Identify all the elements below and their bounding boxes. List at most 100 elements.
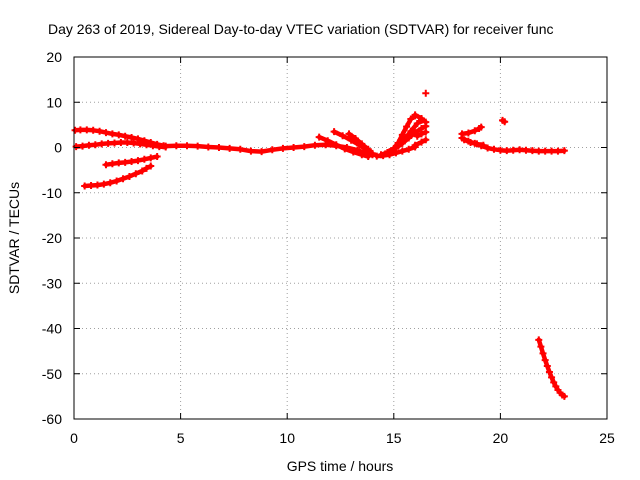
- data-point: [528, 147, 536, 155]
- data-point: [349, 148, 357, 156]
- data-point: [111, 139, 119, 147]
- data-point: [183, 142, 191, 150]
- data-point: [153, 153, 161, 161]
- data-point: [268, 146, 276, 154]
- data-point: [413, 120, 421, 128]
- data-point: [108, 130, 116, 138]
- data-point: [279, 144, 287, 152]
- data-point: [104, 139, 112, 147]
- y-tick-label: -10: [42, 185, 62, 201]
- y-tick-label: -20: [42, 230, 62, 246]
- data-point: [85, 141, 93, 149]
- x-tick-label: 15: [386, 430, 402, 446]
- y-axis-label: SDTVAR / TECUs: [6, 182, 22, 294]
- data-point: [87, 182, 95, 190]
- data-point: [418, 115, 426, 123]
- data-point: [535, 147, 543, 155]
- data-point: [106, 179, 114, 187]
- data-point: [364, 145, 372, 153]
- data-point: [422, 89, 430, 97]
- data-point: [128, 134, 136, 142]
- data-point: [155, 143, 163, 151]
- data-point: [102, 161, 110, 169]
- data-point: [358, 140, 366, 148]
- y-tick-label: -50: [42, 366, 62, 382]
- data-point: [123, 139, 131, 147]
- data-point: [96, 127, 104, 135]
- data-point: [194, 142, 202, 150]
- data-point: [117, 139, 125, 147]
- data-point: [351, 134, 359, 142]
- y-tick-label: 10: [46, 94, 62, 110]
- data-point: [258, 148, 266, 156]
- data-trail: [82, 163, 154, 189]
- data-point: [345, 130, 353, 138]
- axis-ticks: 0 5 10 15 20 25 20 10 0 -10 -20 -30 -40 -50 -60: [42, 49, 615, 446]
- data-point: [516, 146, 524, 154]
- data-point: [226, 144, 234, 152]
- data-point: [162, 142, 170, 150]
- x-tick-label: 5: [177, 430, 185, 446]
- data-point: [548, 147, 556, 155]
- data-point: [522, 146, 530, 154]
- data-point: [477, 123, 485, 131]
- data-point: [83, 126, 91, 134]
- data-point: [130, 139, 138, 147]
- data-point: [81, 182, 89, 190]
- data-point: [119, 175, 127, 183]
- x-tick-label: 0: [70, 430, 78, 446]
- data-point: [422, 118, 430, 126]
- data-point: [91, 141, 99, 149]
- data-point: [324, 137, 332, 145]
- data-point: [405, 145, 413, 153]
- data-point: [403, 123, 411, 131]
- data-point: [405, 134, 413, 142]
- data-point: [464, 129, 472, 137]
- data-point: [108, 160, 116, 168]
- data-point: [458, 130, 466, 138]
- data-point: [358, 151, 366, 159]
- data-point: [140, 155, 148, 163]
- data-point: [115, 131, 123, 139]
- x-tick-label: 20: [493, 430, 509, 446]
- y-tick-label: 20: [46, 49, 62, 65]
- data-point: [503, 147, 511, 155]
- data-point: [545, 368, 553, 376]
- data-point: [128, 158, 136, 166]
- data-point: [381, 150, 389, 158]
- data-point: [89, 126, 97, 134]
- data-point: [332, 141, 340, 149]
- data-point: [136, 140, 144, 148]
- data-point: [411, 111, 419, 119]
- data-point: [115, 159, 123, 167]
- x-axis-label: GPS time / hours: [287, 458, 394, 474]
- data-point: [204, 143, 212, 151]
- data-point: [560, 392, 568, 400]
- data-point: [501, 118, 509, 126]
- data-point: [422, 128, 430, 136]
- data-point: [147, 154, 155, 162]
- data-point: [341, 145, 349, 153]
- data-point: [535, 336, 543, 344]
- data-point: [418, 138, 426, 146]
- data-point: [490, 145, 498, 153]
- data-point: [290, 144, 298, 151]
- data-point: [473, 140, 481, 148]
- data-point: [398, 139, 406, 147]
- data-point: [422, 136, 430, 144]
- data-point: [79, 142, 87, 150]
- data-point: [300, 143, 308, 151]
- data-point: [132, 170, 140, 178]
- data-point: [215, 144, 223, 151]
- data-point: [496, 146, 504, 154]
- data-point: [121, 132, 129, 140]
- data-point: [398, 147, 406, 155]
- data-point: [539, 349, 547, 357]
- data-point: [548, 373, 556, 381]
- x-tick-label: 10: [279, 430, 295, 446]
- data-point: [142, 164, 150, 172]
- data-point: [315, 133, 323, 141]
- data-point: [236, 145, 244, 153]
- data-point: [411, 129, 419, 137]
- plot-frame: [73, 56, 608, 420]
